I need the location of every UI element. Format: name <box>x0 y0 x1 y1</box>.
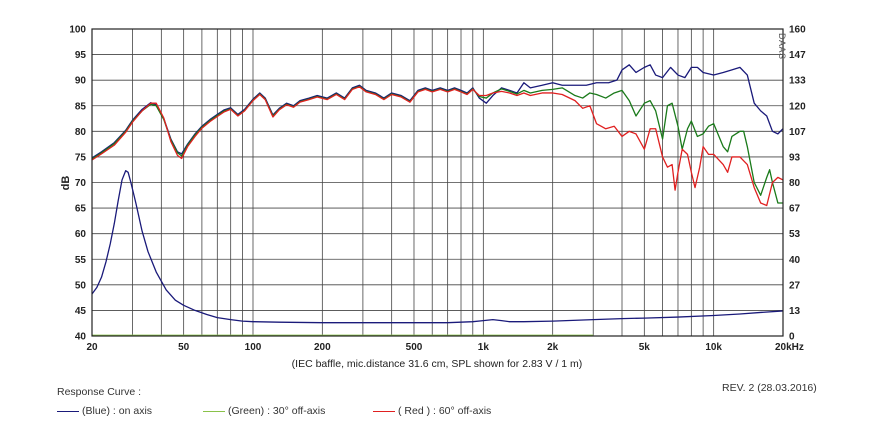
y-tick-label: 45 <box>75 306 87 317</box>
y2-tick-label: 160 <box>789 25 806 36</box>
tick-layer: 100 95 90 85 80 75 70 65 60 55 50 45 40 160 147 133 120 1… <box>69 25 806 354</box>
legend-swatch-green <box>203 410 225 412</box>
legend-label-green: (Green) : 30° off-axis <box>228 405 326 417</box>
series-line-green-30-off-axis <box>91 85 783 204</box>
series-line-impedance <box>91 170 784 324</box>
y-tick-label: 70 <box>75 178 87 189</box>
y2-tick-label: 0 <box>789 332 795 343</box>
y2-tick-label: 107 <box>789 127 806 138</box>
x-tick-label: 20 <box>86 342 98 353</box>
x-tick-label: 20kHz <box>775 342 804 353</box>
legend-swatch-red <box>373 410 395 412</box>
y-tick-label: 50 <box>75 280 87 291</box>
y2-tick-label: 147 <box>789 50 806 61</box>
legend-swatch-blue <box>57 410 79 412</box>
y2-tick-label: 67 <box>789 204 801 215</box>
series-line-blue-on-axis <box>91 64 784 159</box>
y2-tick-label: 27 <box>789 280 801 291</box>
revision-label: REV. 2 (28.03.2016) <box>722 382 817 394</box>
x-tick-label: 500 <box>406 342 423 353</box>
y-tick-label: 55 <box>75 255 87 266</box>
y-axis-label: dB <box>60 176 72 191</box>
y2-tick-label: 13 <box>789 306 801 317</box>
y-tick-label: 90 <box>75 76 87 87</box>
y-tick-label: 85 <box>75 101 87 112</box>
x-tick-label: 5k <box>639 342 651 353</box>
y-tick-label: 40 <box>75 332 87 343</box>
y2-tick-label: 40 <box>789 255 801 266</box>
plot-frame <box>91 28 784 337</box>
legend-item-green: (Green) : 30° off-axis <box>203 405 325 417</box>
series-layer <box>91 64 784 336</box>
x-tick-label: 1k <box>478 342 490 353</box>
x-tick-label: 50 <box>178 342 190 353</box>
y2-tick-label: 53 <box>789 229 801 240</box>
x-tick-label: 100 <box>245 342 262 353</box>
series-line-red-60-off-axis <box>91 86 784 207</box>
x-axis-note: (IEC baffle, mic.distance 31.6 cm, SPL s… <box>292 358 583 370</box>
grid-layer <box>92 29 783 336</box>
y2-tick-label: 80 <box>789 178 801 189</box>
legend-item-blue: (Blue) : on axis <box>57 405 152 417</box>
legend-label-blue: (Blue) : on axis <box>82 405 153 417</box>
y2-tick-label: 133 <box>789 76 806 87</box>
y-tick-label: 100 <box>69 25 86 36</box>
y-tick-label: 95 <box>75 50 87 61</box>
y-tick-label: 60 <box>75 229 87 240</box>
x-tick-label: 200 <box>314 342 331 353</box>
x-tick-label: 10k <box>705 342 722 353</box>
x-tick-label: 2k <box>547 342 559 353</box>
y-tick-label: 65 <box>75 204 87 215</box>
frequency-response-chart: 100 95 90 85 80 75 70 65 60 55 50 45 40 160 147 133 120 1… <box>60 25 806 371</box>
y2-tick-label: 93 <box>789 152 801 163</box>
response-curve-label: Response Curve : <box>57 386 142 398</box>
y2-tick-label: 120 <box>789 101 806 112</box>
legend-label-red: ( Red ) : 60° off-axis <box>398 405 492 417</box>
legend-item-red: ( Red ) : 60° off-axis <box>373 405 491 417</box>
brand-watermark: DAAS <box>777 33 787 60</box>
y-tick-label: 80 <box>75 127 87 138</box>
y-tick-label: 75 <box>75 152 87 163</box>
